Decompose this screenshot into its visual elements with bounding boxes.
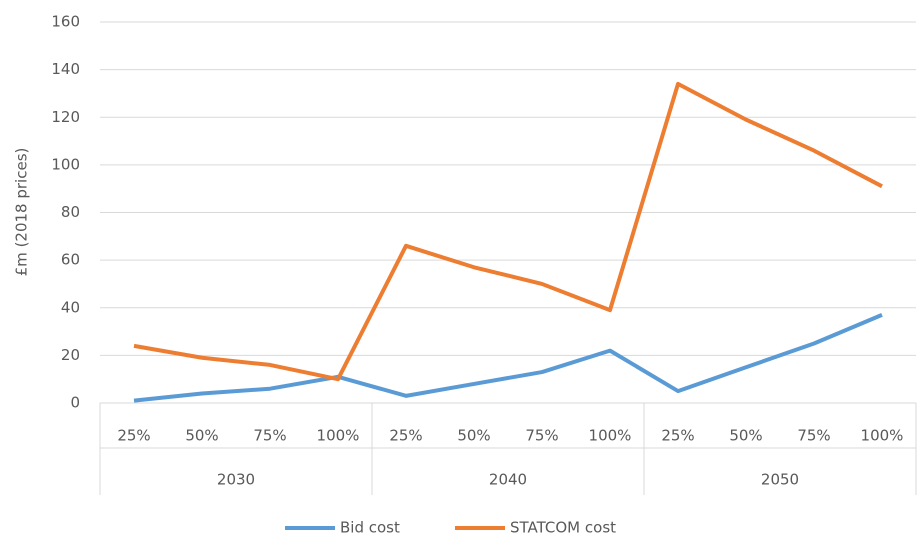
y-tick-label: 60 (61, 251, 80, 269)
y-tick-label: 0 (70, 394, 80, 412)
x-tick-label: 25% (117, 427, 150, 445)
y-tick-label: 100 (51, 155, 80, 173)
x-tick-label: 75% (797, 427, 830, 445)
y-tick-label: 40 (61, 298, 80, 316)
y-tick-label: 120 (51, 108, 80, 126)
y-tick-label: 80 (61, 203, 80, 221)
x-tick-label: 50% (457, 427, 490, 445)
x-tick-label: 100% (317, 427, 360, 445)
y-tick-label: 20 (61, 346, 80, 364)
x-tick-label: 75% (525, 427, 558, 445)
y-tick-label: 140 (51, 60, 80, 78)
series-line (133, 313, 883, 403)
legend-label: Bid cost (340, 519, 400, 537)
series-line (133, 81, 883, 382)
y-tick-label: 160 (51, 13, 80, 31)
y-axis-label: £m (2018 prices) (13, 148, 31, 277)
x-tick-label: 50% (185, 427, 218, 445)
x-tick-label: 100% (589, 427, 632, 445)
group-label: 2050 (761, 471, 799, 489)
x-tick-label: 50% (729, 427, 762, 445)
x-tick-label: 25% (661, 427, 694, 445)
group-label: 2030 (217, 471, 255, 489)
x-tick-label: 25% (389, 427, 422, 445)
x-tick-label: 75% (253, 427, 286, 445)
group-label: 2040 (489, 471, 527, 489)
x-tick-label: 100% (861, 427, 904, 445)
legend-label: STATCOM cost (510, 519, 616, 537)
